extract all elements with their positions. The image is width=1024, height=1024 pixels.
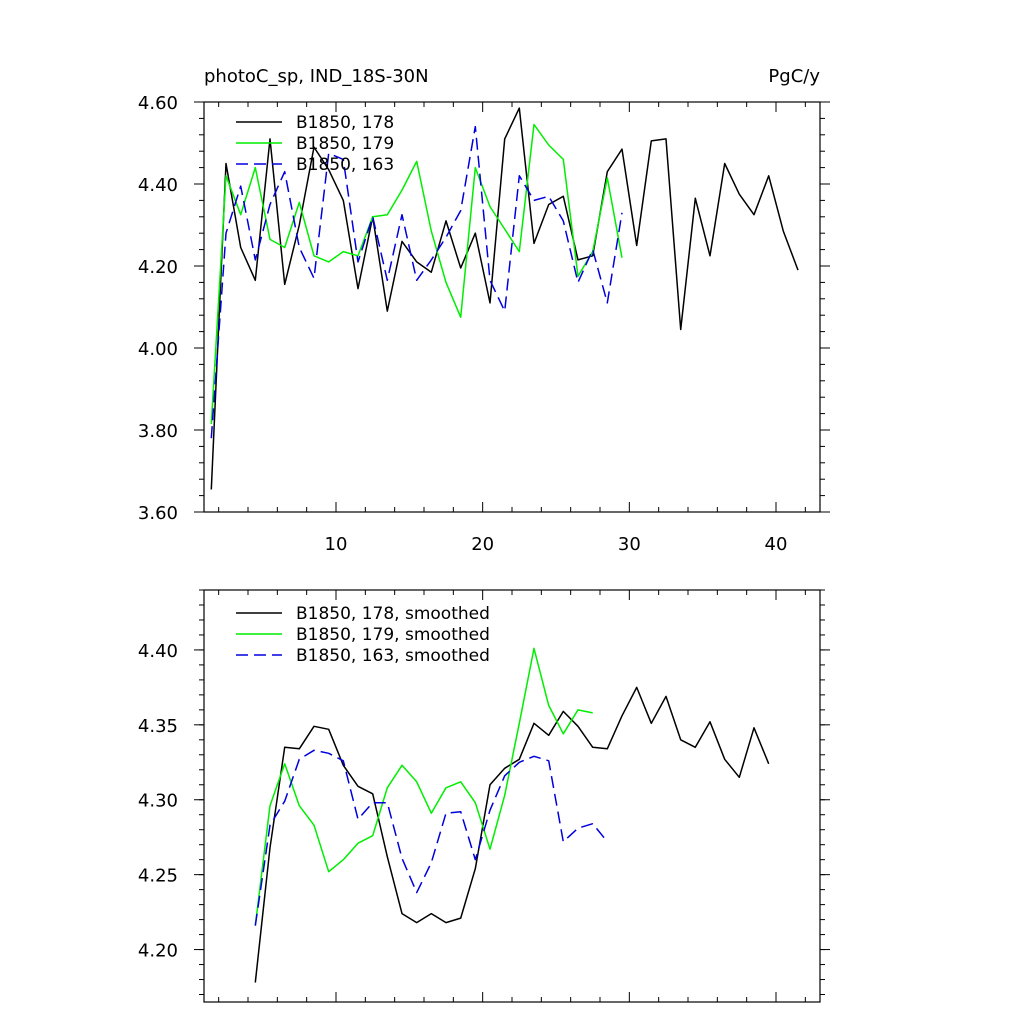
- y-tick-label: 4.25: [138, 866, 178, 887]
- legend-label: B1850, 178: [296, 113, 394, 133]
- y-tick-label: 4.60: [138, 93, 178, 114]
- y-tick-label: 4.00: [138, 339, 178, 360]
- series-line: [254, 749, 608, 926]
- y-tick-label: 4.40: [138, 641, 178, 662]
- series-line: [210, 125, 623, 439]
- top-panel: photoC_sp, IND_18S-30N PgC/y 10 20 30 40 3.6…: [138, 66, 830, 555]
- bottom-panel: 4.20 4.25 4.30 4.35 4.40 B1850, 178, smoothe…: [138, 589, 830, 1003]
- x-tick-label: 20: [471, 534, 494, 555]
- y-tick-label: 4.20: [138, 257, 178, 278]
- x-tick-label: 40: [765, 534, 788, 555]
- legend-label: B1850, 163: [296, 155, 394, 175]
- series-line: [254, 686, 770, 983]
- series-line: [210, 107, 799, 490]
- y-tick-label: 3.60: [138, 503, 178, 524]
- series-lines: [210, 107, 799, 490]
- legend-label: B1850, 163, smoothed: [296, 646, 490, 666]
- series-line: [254, 647, 593, 926]
- series-lines: [254, 647, 770, 983]
- panel-units-label: PgC/y: [768, 66, 820, 87]
- legend-label: B1850, 178, smoothed: [296, 604, 490, 624]
- y-tick-label: 4.40: [138, 175, 178, 196]
- y-tick-label: 3.80: [138, 421, 178, 442]
- legend-label: B1850, 179, smoothed: [296, 625, 490, 645]
- axis-ticks: 4.20 4.25 4.30 4.35 4.40: [138, 589, 830, 1002]
- series-line: [210, 123, 623, 424]
- y-tick-label: 4.35: [138, 716, 178, 737]
- legend-label: B1850, 179: [296, 134, 394, 154]
- y-tick-label: 4.30: [138, 791, 178, 812]
- x-tick-label: 10: [325, 534, 348, 555]
- panel-title-left: photoC_sp, IND_18S-30N: [204, 66, 429, 87]
- y-tick-label: 4.20: [138, 941, 178, 962]
- axis-ticks: 10 20 30 40 3.60 3.80 4.00 4.20 4.40 4.60: [138, 93, 830, 555]
- x-tick-label: 30: [618, 534, 641, 555]
